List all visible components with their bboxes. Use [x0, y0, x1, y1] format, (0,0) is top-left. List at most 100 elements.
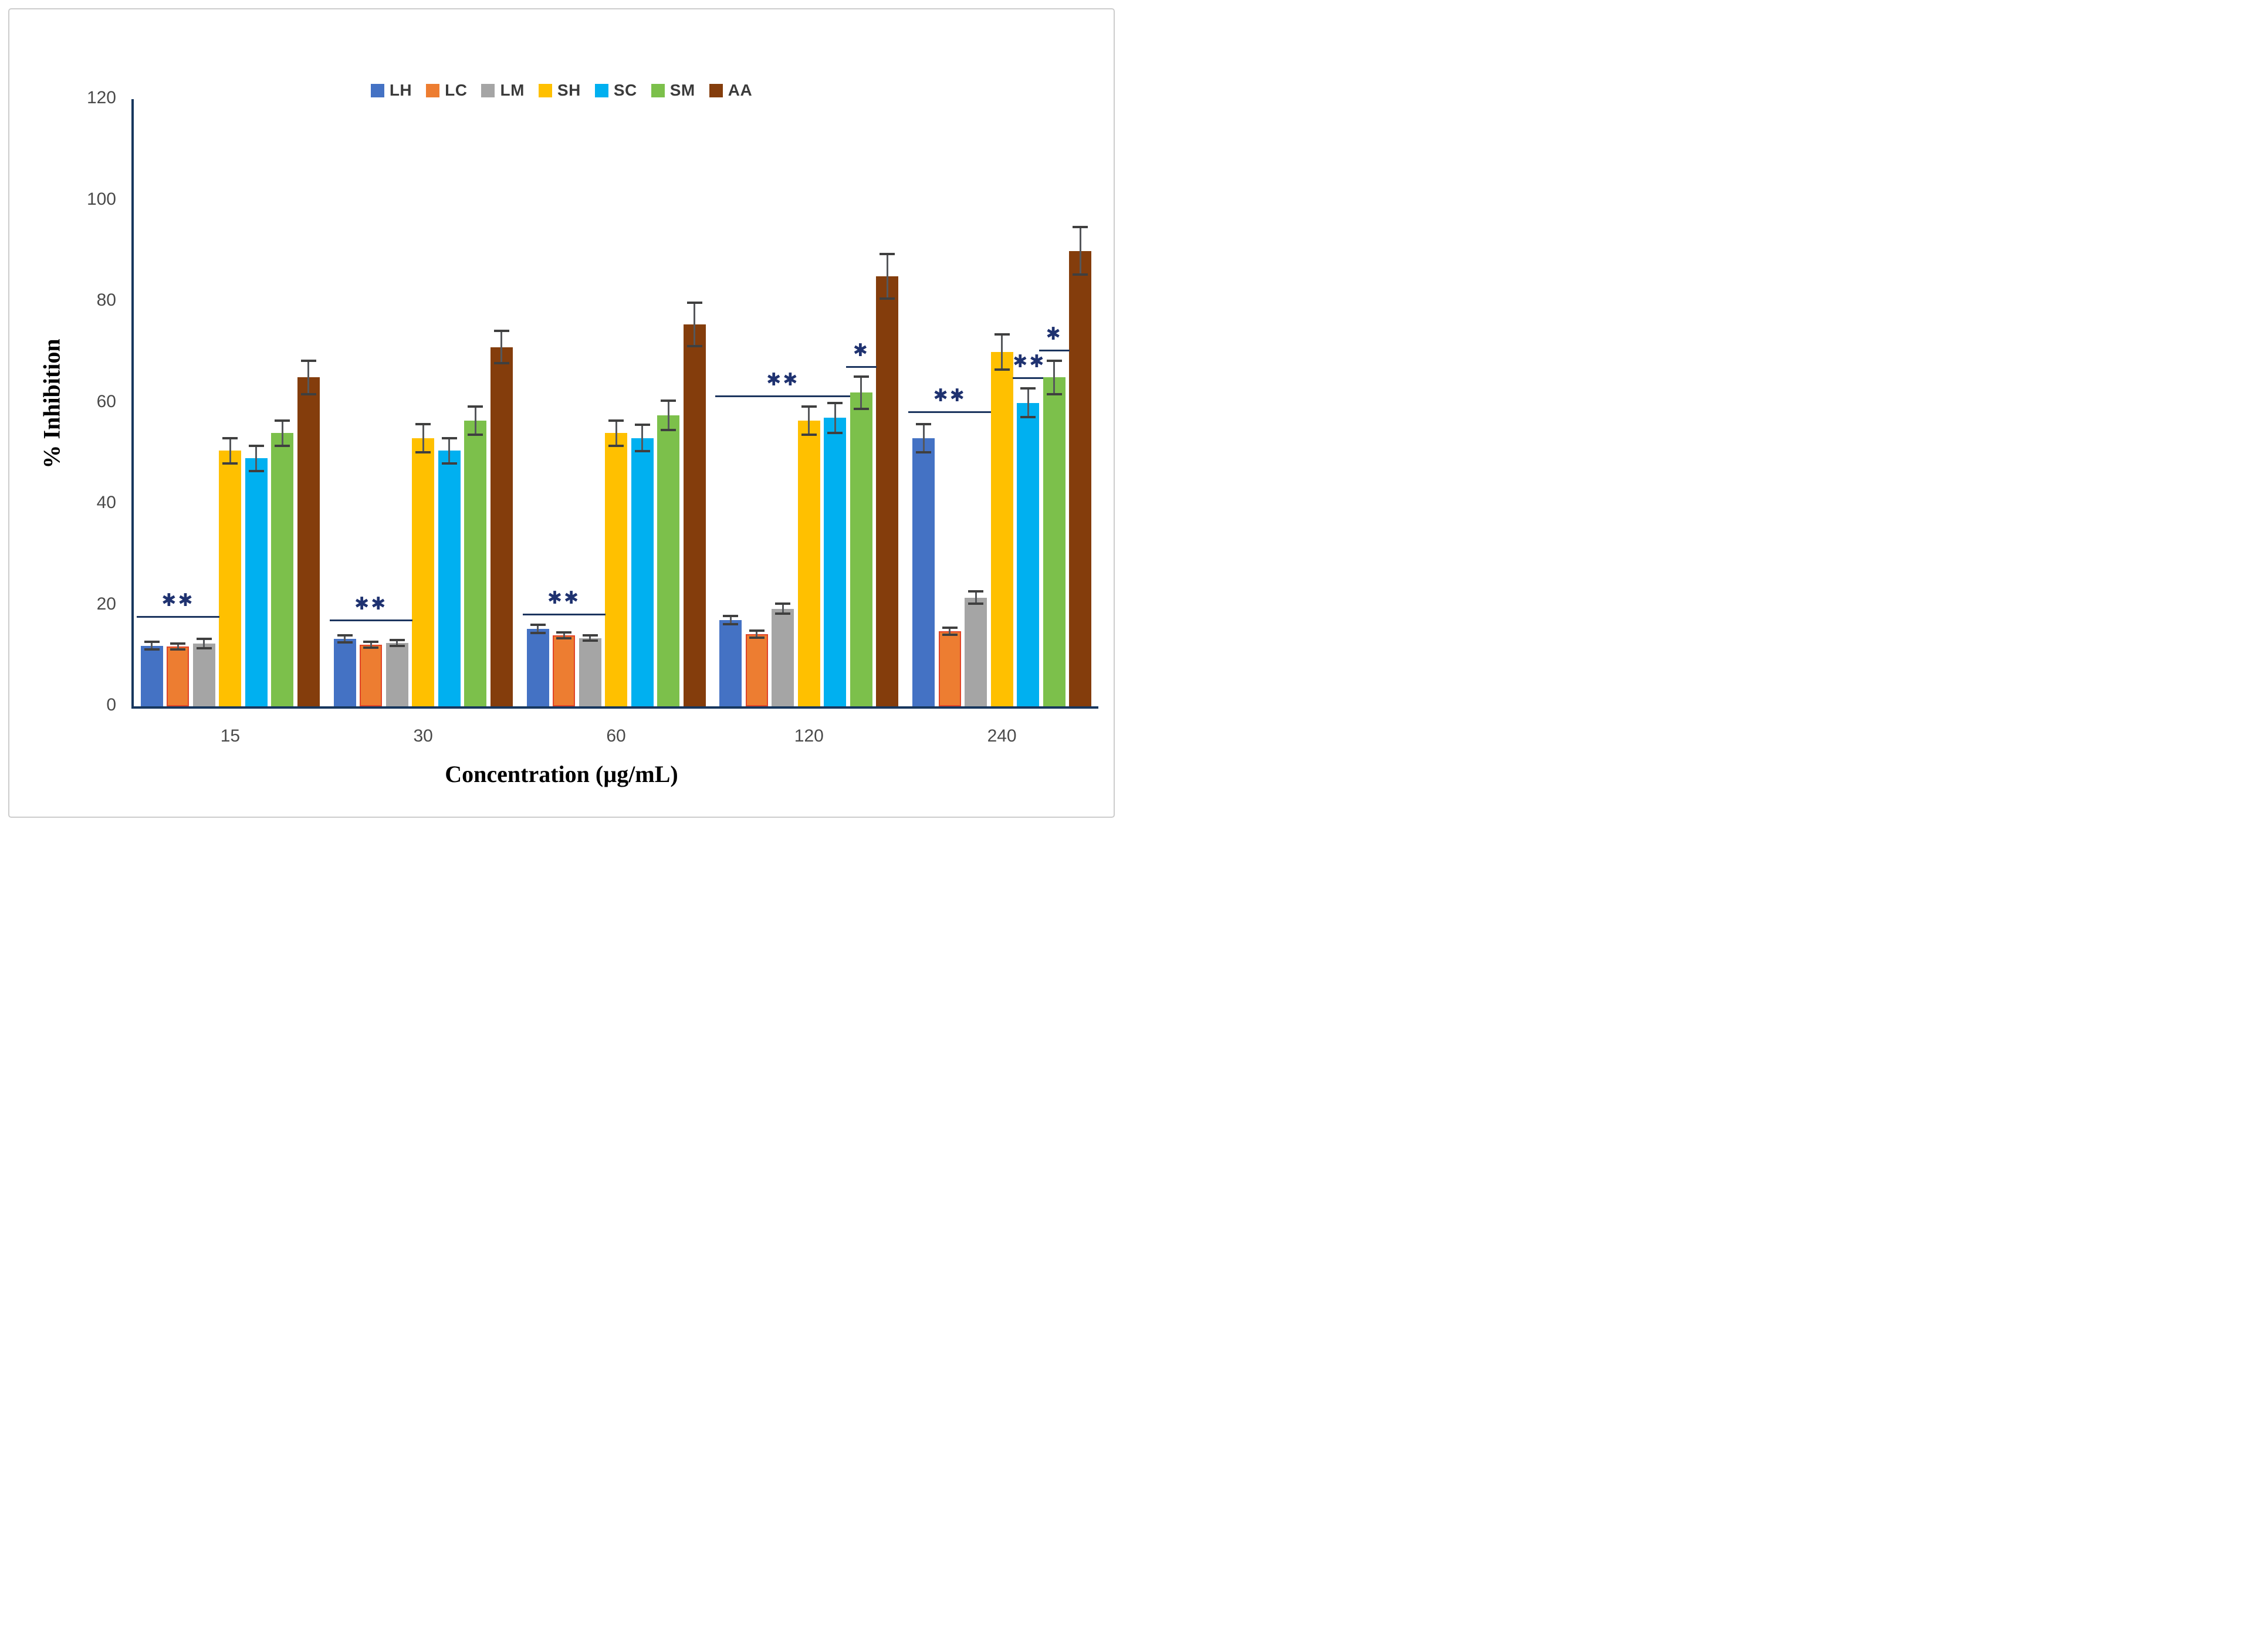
- legend-label-LM: LM: [500, 81, 525, 99]
- error-bar-line: [694, 302, 695, 346]
- bar-SH-120: [797, 420, 820, 706]
- error-bar-cap-bottom: [1046, 392, 1062, 395]
- bar-AA-30: [490, 347, 513, 706]
- error-bar-cap-bottom: [775, 612, 791, 615]
- error-bar-line: [667, 401, 669, 431]
- significance-marker: ✱: [1046, 323, 1063, 344]
- error-bar-cap-bottom: [942, 634, 958, 637]
- bar-SM-240: [1043, 377, 1066, 706]
- error-bar-cap-bottom: [196, 646, 212, 649]
- error-bar-line: [1053, 360, 1056, 394]
- error-bar-cap-top: [749, 629, 765, 632]
- x-tick-label-60: 60: [606, 726, 626, 746]
- bar-SH-30: [412, 438, 435, 706]
- error-bar-line: [281, 420, 283, 446]
- bar-LC-240: [938, 631, 961, 706]
- error-bar-cap-bottom: [300, 392, 316, 395]
- bar-SH-15: [219, 451, 242, 706]
- bar-SC-30: [438, 451, 461, 706]
- error-bar-cap-bottom: [248, 469, 264, 472]
- bar-AA-240: [1069, 250, 1092, 706]
- error-bar-cap-top: [608, 419, 624, 422]
- bar-SC-15: [245, 458, 268, 706]
- bar-LM-240: [965, 597, 987, 706]
- bar-SH-60: [605, 433, 627, 706]
- legend-swatch-LC: [426, 83, 440, 97]
- error-bar-cap-bottom: [661, 429, 676, 432]
- error-bar-cap-bottom: [222, 462, 238, 465]
- legend-item-SH: SH: [538, 81, 581, 100]
- bar-SC-240: [1017, 402, 1040, 706]
- error-bar-cap-top: [661, 400, 676, 402]
- error-bar-cap-bottom: [1020, 415, 1036, 418]
- error-bar-cap-top: [468, 405, 483, 408]
- y-tick-label: 20: [96, 594, 116, 614]
- error-bar-line: [448, 438, 451, 463]
- x-tick-label-15: 15: [220, 726, 241, 746]
- error-bar-line: [729, 616, 732, 625]
- bar-LH-240: [912, 438, 935, 706]
- significance-line: [1039, 349, 1070, 351]
- error-bar-cap-top: [248, 444, 264, 447]
- bar-LH-30: [333, 639, 356, 706]
- error-bar-cap-bottom: [880, 297, 895, 300]
- error-bar-line: [615, 420, 617, 446]
- y-tick-label: 0: [106, 695, 116, 715]
- error-bar-cap-bottom: [723, 623, 739, 626]
- significance-marker: ✱✱: [1013, 351, 1046, 373]
- error-bar-cap-bottom: [608, 444, 624, 447]
- error-bar-cap-top: [275, 419, 290, 422]
- error-bar-cap-top: [389, 639, 405, 641]
- bar-AA-15: [297, 377, 320, 706]
- bar-LC-30: [360, 644, 383, 706]
- error-bar-cap-bottom: [749, 636, 765, 639]
- bar-SM-120: [850, 392, 872, 706]
- bar-LC-15: [167, 646, 190, 706]
- error-bar-line: [203, 639, 205, 648]
- error-bar-cap-top: [853, 375, 869, 378]
- error-bar-line: [344, 635, 346, 643]
- legend-swatch-SH: [538, 83, 552, 97]
- bar-LM-30: [385, 643, 408, 706]
- legend-label-LH: LH: [389, 81, 412, 99]
- bar-SM-60: [657, 415, 679, 706]
- bar-SC-60: [631, 438, 654, 706]
- error-bar-cap-bottom: [686, 344, 702, 347]
- error-bar-line: [474, 406, 476, 435]
- error-bar-cap-bottom: [468, 433, 483, 436]
- error-bar-cap-top: [801, 405, 817, 408]
- error-bar-cap-top: [1073, 226, 1088, 229]
- error-bar-line: [229, 438, 231, 463]
- y-axis-title: % Inhibition: [38, 338, 65, 469]
- x-axis-title: Concentration (µg/mL): [445, 761, 678, 787]
- significance-marker: ✱✱: [766, 369, 800, 390]
- legend-label-AA: AA: [728, 81, 753, 99]
- error-bar-cap-bottom: [493, 362, 509, 365]
- significance-marker: ✱✱: [354, 593, 388, 614]
- error-bar-cap-bottom: [1073, 273, 1088, 276]
- error-bar-cap-top: [300, 359, 316, 362]
- error-bar-cap-bottom: [801, 433, 817, 436]
- significance-marker: ✱✱: [547, 588, 581, 609]
- legend-swatch-LH: [370, 83, 384, 97]
- error-bar-cap-top: [337, 634, 353, 637]
- y-tick-label: 40: [96, 493, 116, 512]
- legend-swatch-SC: [594, 83, 608, 97]
- bar-SM-30: [464, 420, 487, 706]
- error-bar-cap-top: [556, 631, 571, 634]
- significance-marker: ✱✱: [933, 385, 966, 407]
- error-bar-line: [255, 445, 258, 471]
- bar-LM-120: [772, 608, 794, 706]
- bar-LC-120: [745, 634, 768, 706]
- legend-item-LM: LM: [481, 81, 524, 100]
- bar-LC-60: [553, 635, 575, 706]
- error-bar-cap-top: [530, 624, 546, 627]
- x-axis: [131, 706, 1098, 709]
- error-bar-cap-bottom: [337, 641, 353, 644]
- error-bar-cap-bottom: [389, 645, 405, 648]
- error-bar-line: [370, 641, 372, 648]
- error-bar-line: [563, 632, 565, 639]
- legend-label-SH: SH: [557, 81, 581, 99]
- error-bar-cap-bottom: [994, 368, 1010, 371]
- figure: LH LC LM SH SC SM AA 0 20 40 60 80 100 120 ✱✱ ✱✱ ✱✱ ✱✱ ✱ ✱…: [0, 0, 1123, 826]
